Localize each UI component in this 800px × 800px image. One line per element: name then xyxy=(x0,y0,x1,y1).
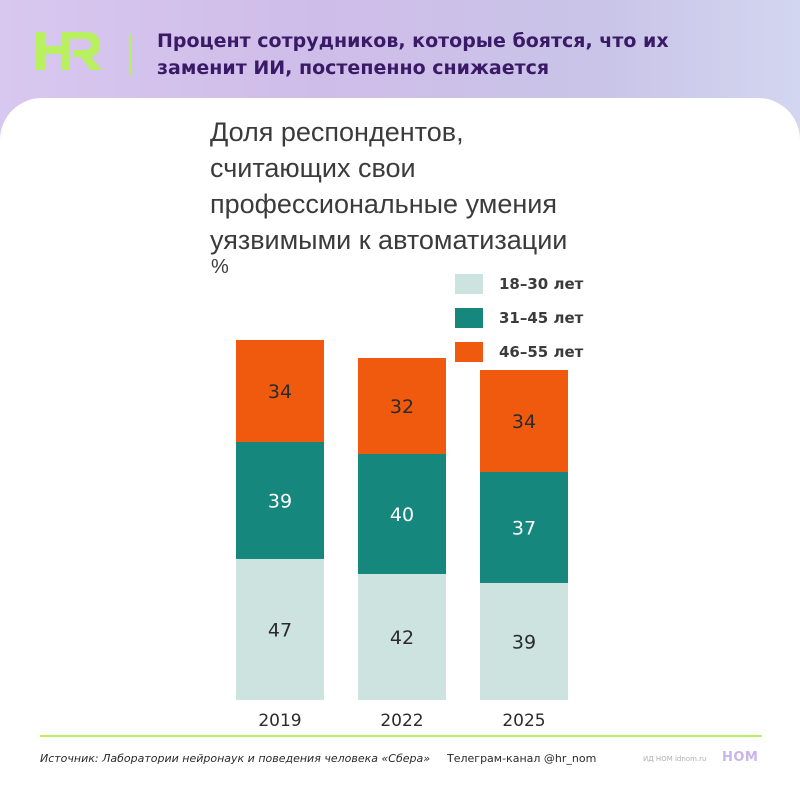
logo-h-right-stroke xyxy=(61,32,70,70)
footer-source: Источник: Лаборатории нейронаук и поведе… xyxy=(40,752,431,765)
header-banner: Процент сотрудников, которые боятся, что… xyxy=(0,0,800,100)
logo-separator xyxy=(129,34,131,76)
legend-swatch-18-30 xyxy=(455,274,483,294)
legend-item-18-30: 18–30 лет xyxy=(455,272,655,296)
bar-segment-2019-1 xyxy=(236,442,324,559)
legend-item-31-45: 31–45 лет xyxy=(455,306,655,330)
bar-value-label-2022-2: 32 xyxy=(390,396,414,418)
footer-brand-logo: НОМ xyxy=(722,750,759,765)
headline-line-1: Процент сотрудников, которые боятся, что… xyxy=(157,30,669,52)
legend-item-46-55: 46–55 лет xyxy=(455,340,655,364)
bar-segment-2022-0 xyxy=(358,574,446,700)
headline: Процент сотрудников, которые боятся, что… xyxy=(157,28,777,82)
bar-value-label-2019-0: 47 xyxy=(268,620,292,642)
logo-h-bar xyxy=(36,46,68,54)
bar-segment-2019-2 xyxy=(236,340,324,442)
x-tick-label-2019: 2019 xyxy=(258,711,301,731)
bar-value-label-2019-1: 39 xyxy=(268,491,292,513)
footer-divider xyxy=(40,735,762,737)
chart-title-line-4: уязвимыми к автоматизации xyxy=(210,225,568,255)
bar-segment-2025-1 xyxy=(480,472,568,583)
chart-title: Доля респондентов, считающих свои профес… xyxy=(210,114,567,258)
footer-telegram-link[interactable]: Телеграм-канал @hr_nom xyxy=(447,752,597,765)
bar-value-label-2025-1: 37 xyxy=(512,518,536,540)
hr-logo-icon xyxy=(36,32,102,70)
legend-label-31-45: 31–45 лет xyxy=(499,309,584,327)
bar-segment-2019-0 xyxy=(236,559,324,700)
chart-title-line-3: профессиональные умения xyxy=(210,189,557,219)
chart-title-line-2: считающих свои xyxy=(210,153,416,183)
bar-value-label-2025-2: 34 xyxy=(512,411,536,433)
legend-label-46-55: 46–55 лет xyxy=(499,343,584,361)
bar-value-label-2022-1: 40 xyxy=(390,504,414,526)
chart-title-line-1: Доля респондентов, xyxy=(210,117,464,147)
x-tick-label-2022: 2022 xyxy=(380,711,423,731)
bar-value-label-2022-0: 42 xyxy=(390,627,414,649)
bar-segment-2025-2 xyxy=(480,370,568,472)
bar-segment-2022-1 xyxy=(358,454,446,574)
logo-r-bowl xyxy=(70,32,100,57)
bar-value-label-2025-0: 39 xyxy=(512,632,536,654)
legend-swatch-46-55 xyxy=(455,342,483,362)
footer-site[interactable]: ИД НОМ idnom.ru xyxy=(643,755,707,763)
x-tick-label-2025: 2025 xyxy=(502,711,545,731)
logo-r-leg xyxy=(80,56,102,70)
bar-value-label-2019-2: 34 xyxy=(268,381,292,403)
bar-segment-2022-2 xyxy=(358,358,446,454)
bar-segment-2025-0 xyxy=(480,583,568,700)
legend-label-18-30: 18–30 лет xyxy=(499,275,584,293)
headline-line-2: заменит ИИ, постепенно снижается xyxy=(157,57,550,79)
unit-label: % xyxy=(211,256,229,278)
legend-swatch-31-45 xyxy=(455,308,483,328)
